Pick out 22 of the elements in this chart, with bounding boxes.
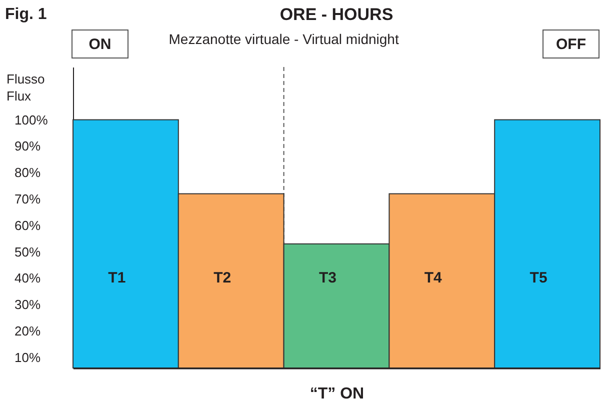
y-tick-label: 60% <box>14 218 41 233</box>
x-tick-label: T1 <box>108 270 126 286</box>
y-tick-label: 10% <box>14 350 41 365</box>
x-tick-label: T4 <box>424 270 443 286</box>
x-axis-title: “T” ON <box>310 386 364 402</box>
y-tick-label: 50% <box>14 244 41 260</box>
y-tick-label: 80% <box>14 165 41 180</box>
caption: Fig. 1 <box>5 6 47 23</box>
x-tick-label: T3 <box>318 270 336 286</box>
chart-title: ORE - HOURS <box>280 5 394 24</box>
y-axis-title: Flusso Flux <box>6 72 45 104</box>
y-tick-label: 70% <box>14 192 41 207</box>
text: ON <box>88 36 112 53</box>
y-tick-label: 100% <box>14 112 48 128</box>
y-tick-label: 90% <box>14 138 41 154</box>
x-tick-label: T5 <box>530 270 548 286</box>
x-tick-label: T2 <box>214 270 232 286</box>
y-tick-label: 20% <box>14 324 41 339</box>
y-tick-label: 40% <box>14 270 41 286</box>
text: OFF <box>556 36 586 53</box>
y-tick-label: 30% <box>14 297 41 312</box>
ref-line-label: Mezzanotte virtuale - Virtual midnight <box>168 31 399 47</box>
